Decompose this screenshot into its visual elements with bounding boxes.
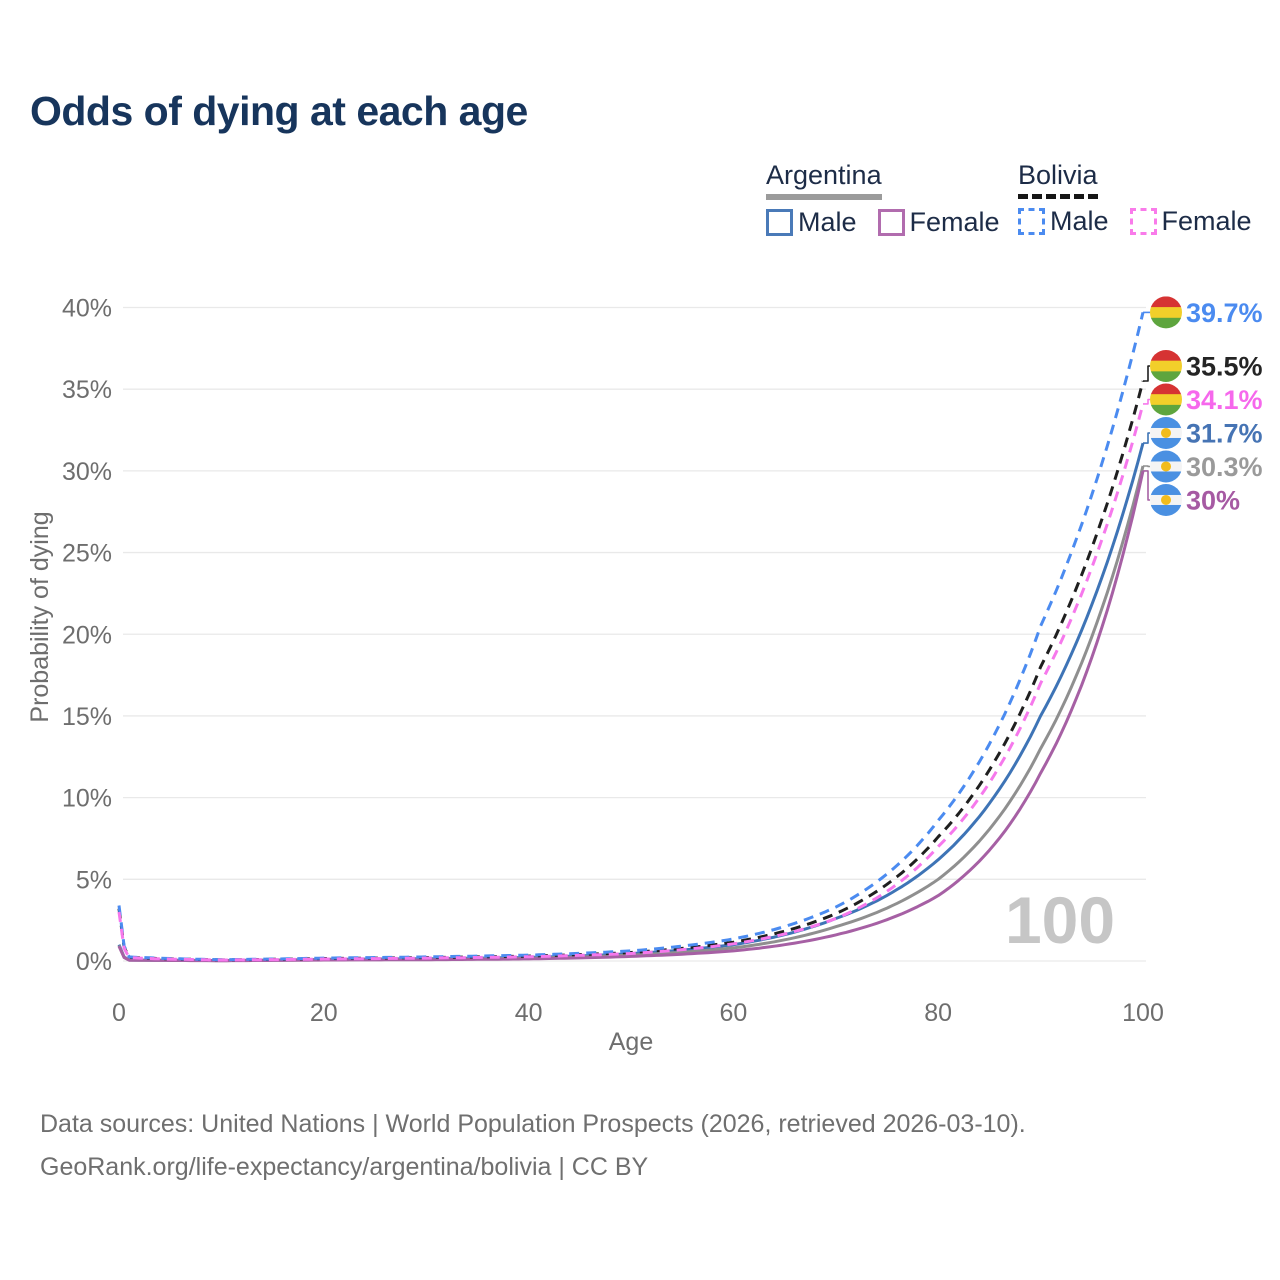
legend-item-bolivia-male[interactable]: Male (1018, 206, 1109, 237)
legend-label: Female (1161, 206, 1252, 236)
data-source-line: Data sources: United Nations | World Pop… (40, 1110, 1026, 1138)
legend-label: Female (909, 207, 1000, 237)
argentina-both-line[interactable] (117, 465, 1145, 963)
legend-label: Male (1050, 206, 1109, 236)
argentina-male-line[interactable] (117, 442, 1145, 962)
bolivia-female-label-connector (1143, 398, 1150, 405)
x-tick-label: 20 (310, 999, 338, 1027)
argentina-flag-icon (1150, 450, 1182, 483)
bolivia-male-swatch-icon[interactable] (1018, 208, 1045, 235)
x-tick-label: 80 (924, 999, 952, 1027)
x-tick-label: 0 (112, 999, 126, 1027)
attribution-line: GeoRank.org/life-expectancy/argentina/bo… (40, 1153, 649, 1181)
y-tick-label: 0% (76, 948, 112, 976)
legend-country-argentina[interactable]: Argentina (766, 160, 882, 200)
legend-item-bolivia-female[interactable]: Female (1129, 206, 1252, 237)
y-tick-label: 15% (62, 703, 112, 731)
argentina-both-label-connector (1143, 465, 1150, 468)
hover-age-watermark: 100 (1005, 883, 1115, 957)
legend-group-bolivia: Bolivia Male Female (1018, 160, 1252, 237)
legend-group-argentina: Argentina Male Female (766, 160, 1000, 238)
argentina-female-label-connector (1143, 470, 1150, 501)
y-axis-title: Probability of dying (26, 511, 54, 722)
x-tick-label: 100 (1122, 999, 1164, 1027)
page-title: Odds of dying at each age (30, 88, 528, 134)
argentina-flag-icon (1150, 416, 1182, 449)
bolivia-both-end-label: 35.5% (1186, 351, 1263, 381)
bolivia-both-label-connector (1143, 365, 1150, 382)
x-axis-title: Age (609, 1028, 653, 1056)
y-tick-label: 35% (62, 376, 112, 404)
bolivia-female-end-label: 34.1% (1186, 385, 1263, 415)
bolivia-female-swatch-icon[interactable] (1129, 208, 1157, 235)
y-tick-label: 40% (62, 295, 112, 323)
x-tick-label: 60 (719, 999, 747, 1027)
bolivia-male-line[interactable] (117, 312, 1145, 962)
legend-country-bolivia[interactable]: Bolivia (1018, 160, 1098, 199)
y-tick-label: 30% (62, 458, 112, 486)
legend-item-argentina-female[interactable]: Female (877, 207, 1000, 238)
y-tick-label: 5% (76, 866, 112, 894)
footer: Data sources: United Nations | World Pop… (40, 1103, 1240, 1189)
bolivia-flag-icon (1150, 296, 1182, 329)
bolivia-flag-icon (1150, 349, 1182, 382)
bolivia-female-line[interactable] (117, 403, 1145, 962)
argentina-female-swatch-icon[interactable] (877, 209, 905, 236)
argentina-male-label-connector (1143, 432, 1150, 444)
argentina-both-end-label: 30.3% (1186, 452, 1263, 482)
bolivia-flag-icon (1150, 383, 1182, 416)
argentina-male-end-label: 31.7% (1186, 418, 1263, 448)
y-tick-label: 10% (62, 785, 112, 813)
y-tick-label: 25% (62, 540, 112, 568)
x-tick-label: 40 (515, 999, 543, 1027)
bolivia-male-end-label: 39.7% (1186, 298, 1263, 328)
legend-item-argentina-male[interactable]: Male (766, 207, 857, 238)
argentina-female-end-label: 30% (1186, 485, 1240, 515)
argentina-flag-icon (1150, 483, 1182, 516)
bolivia-both-line[interactable] (117, 380, 1145, 962)
legend-label: Male (798, 207, 857, 237)
argentina-male-swatch-icon[interactable] (766, 209, 793, 236)
y-tick-label: 20% (62, 621, 112, 649)
